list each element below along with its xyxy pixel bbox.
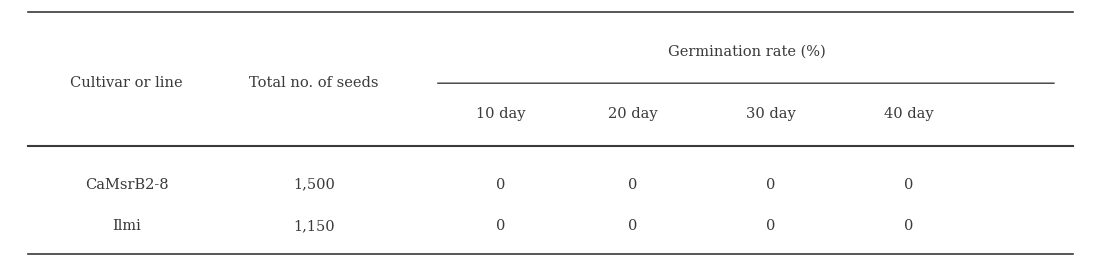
Text: 10 day: 10 day (477, 107, 525, 121)
Text: 0: 0 (904, 178, 913, 192)
Text: 30 day: 30 day (745, 107, 796, 121)
Text: 1,150: 1,150 (293, 219, 335, 233)
Text: Total no. of seeds: Total no. of seeds (249, 76, 379, 90)
Text: 0: 0 (904, 219, 913, 233)
Text: 0: 0 (497, 178, 505, 192)
Text: 1,500: 1,500 (293, 178, 335, 192)
Text: 0: 0 (766, 178, 775, 192)
Text: Cultivar or line: Cultivar or line (70, 76, 183, 90)
Text: Ilmi: Ilmi (112, 219, 141, 233)
Text: 0: 0 (629, 178, 637, 192)
Text: 0: 0 (766, 219, 775, 233)
Text: CaMsrB2-8: CaMsrB2-8 (85, 178, 168, 192)
Text: 0: 0 (497, 219, 505, 233)
Text: Germination rate (%): Germination rate (%) (667, 45, 826, 59)
Text: 0: 0 (629, 219, 637, 233)
Text: 20 day: 20 day (608, 107, 658, 121)
Text: 40 day: 40 day (883, 107, 934, 121)
